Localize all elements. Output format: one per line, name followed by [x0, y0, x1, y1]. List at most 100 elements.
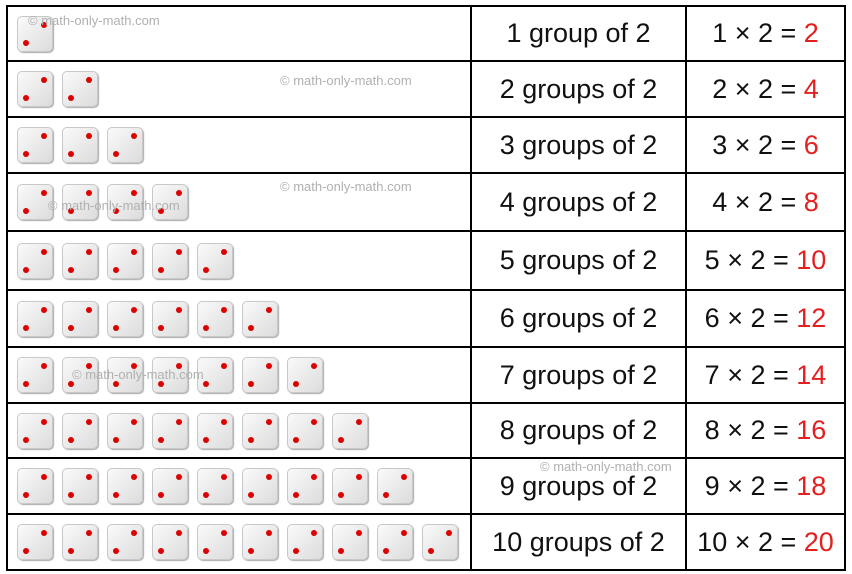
die: [242, 524, 278, 560]
die: [107, 357, 143, 393]
pip: [266, 418, 272, 425]
group-label: 9 groups of 2: [499, 471, 658, 501]
pip: [86, 418, 92, 425]
die: [17, 127, 53, 163]
pip: [428, 548, 434, 554]
pip: [113, 208, 119, 214]
group-label: 7 groups of 2: [499, 360, 658, 390]
equation: 8 × 2 = 16: [687, 404, 844, 457]
watermark: © math-only-math.com: [540, 459, 672, 474]
group-label: 1 group of 2: [506, 18, 651, 48]
row-border: [6, 172, 846, 174]
pip: [158, 492, 164, 498]
equation-text: 5 × 2 =: [704, 245, 789, 275]
die: [242, 300, 278, 337]
die: [107, 300, 143, 337]
die: [242, 468, 278, 504]
die: [332, 412, 368, 449]
die: [197, 412, 233, 449]
pip: [86, 77, 92, 83]
die: [17, 412, 53, 449]
pip: [113, 548, 119, 554]
watermark: © math-only-math.com: [280, 73, 412, 88]
pip: [23, 436, 29, 443]
die: [107, 524, 143, 560]
result: 8: [803, 187, 819, 217]
result: 16: [796, 415, 827, 445]
pip: [221, 248, 227, 255]
die: [242, 412, 278, 449]
pip: [158, 381, 164, 387]
pip: [68, 548, 74, 554]
die: [197, 468, 233, 504]
pip: [23, 492, 29, 498]
pip: [41, 190, 47, 196]
column-border: [6, 5, 8, 570]
pip: [68, 436, 74, 443]
pip: [23, 208, 29, 214]
pip: [41, 418, 47, 425]
equation-text: 3 × 2 =: [712, 130, 797, 160]
die: [62, 184, 98, 220]
pip: [248, 381, 254, 387]
equation-text: 4 × 2 =: [712, 187, 797, 217]
pip: [113, 151, 119, 157]
pip: [338, 492, 344, 498]
pip: [203, 492, 209, 498]
die: [242, 357, 278, 393]
equation-text: 7 × 2 =: [704, 360, 789, 390]
equation: 2 × 2 = 4: [687, 62, 844, 116]
die: [17, 184, 53, 220]
group-label: 6 groups of 2: [499, 303, 658, 333]
pip: [176, 190, 182, 196]
die: [152, 184, 188, 220]
result: 18: [796, 471, 827, 501]
equation: 3 × 2 = 6: [687, 118, 844, 172]
result: 6: [803, 130, 819, 160]
pip: [311, 363, 317, 369]
pip: [113, 381, 119, 387]
pip: [41, 133, 47, 139]
equation: 1 × 2 = 2: [687, 7, 844, 60]
result: 20: [803, 527, 834, 557]
pip: [293, 381, 299, 387]
pip: [131, 363, 137, 369]
row-border: [6, 346, 846, 348]
die: [17, 71, 53, 107]
pip: [41, 363, 47, 369]
equation: 10 × 2 = 20: [687, 515, 844, 569]
pip: [338, 548, 344, 554]
die: [62, 242, 98, 279]
pip: [158, 548, 164, 554]
pip: [23, 266, 29, 273]
pip: [356, 530, 362, 536]
die: [197, 300, 233, 337]
row-border: [6, 230, 846, 232]
watermark: © math-only-math.com: [280, 179, 412, 194]
column-border: [685, 5, 687, 570]
pip: [113, 266, 119, 273]
pip: [131, 133, 137, 139]
group-label: 3 groups of 2: [499, 130, 658, 160]
pip: [131, 248, 137, 255]
pip: [401, 530, 407, 536]
die: [62, 524, 98, 560]
pip: [68, 266, 74, 273]
die: [332, 524, 368, 560]
die: [152, 468, 188, 504]
pip: [68, 151, 74, 157]
column-border: [470, 5, 472, 570]
die: [62, 468, 98, 504]
pip: [203, 266, 209, 273]
row-border: [6, 513, 846, 515]
die: [197, 524, 233, 560]
pip: [176, 363, 182, 369]
pip: [401, 474, 407, 480]
equation: 6 × 2 = 12: [687, 291, 844, 346]
watermark: © math-only-math.com: [48, 198, 180, 213]
die: [17, 15, 53, 52]
die: [377, 468, 413, 504]
pip: [23, 324, 29, 331]
die: [152, 412, 188, 449]
